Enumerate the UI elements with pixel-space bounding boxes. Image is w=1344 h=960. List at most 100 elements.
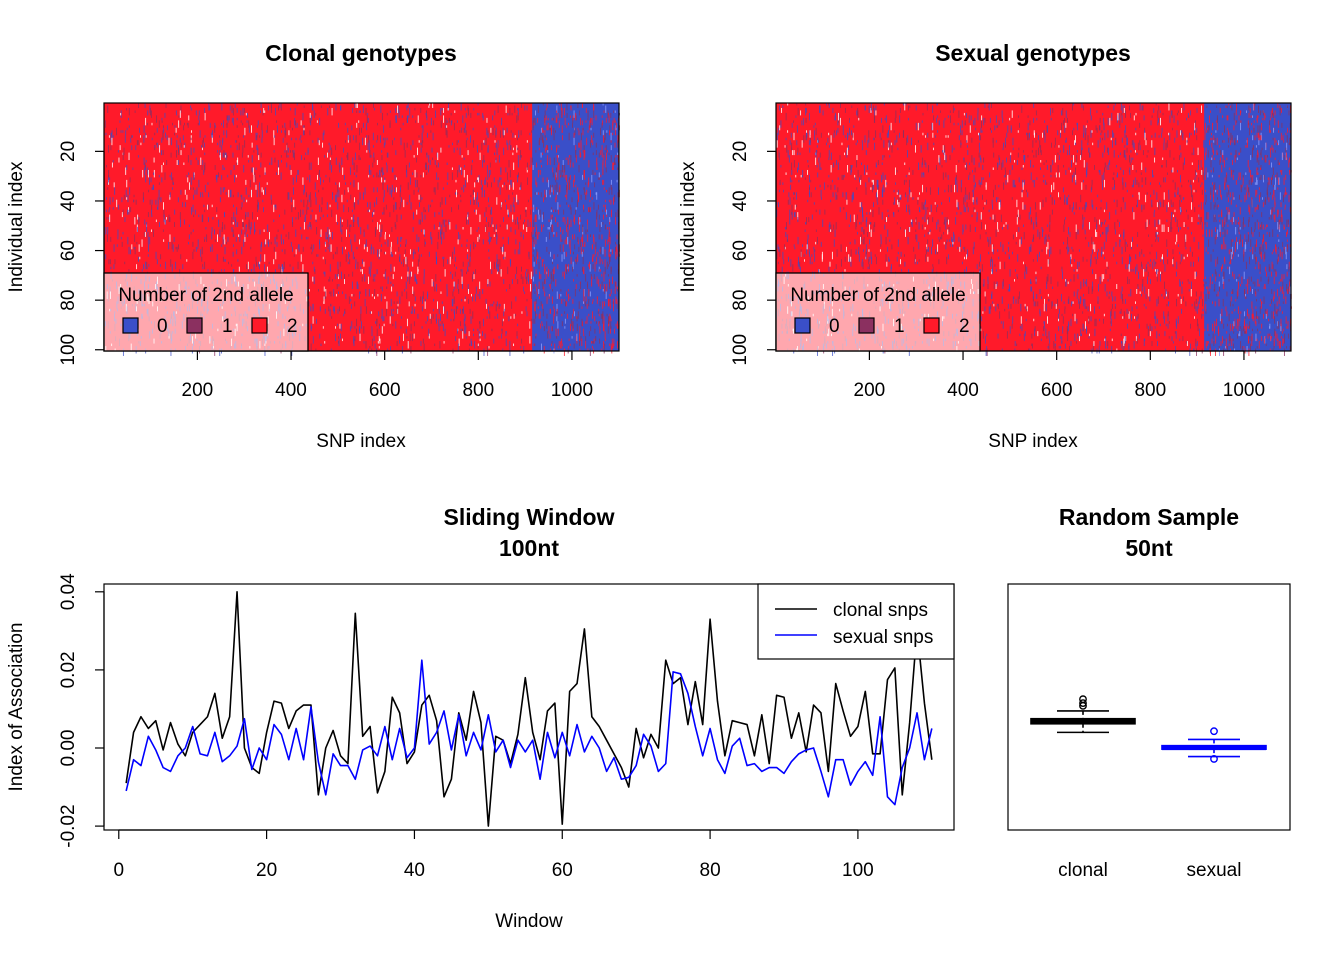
heatmap-cell <box>168 241 170 250</box>
heatmap-cell <box>863 249 865 252</box>
heatmap-cell <box>160 197 162 203</box>
heatmap-cell <box>534 343 536 347</box>
heatmap-cell <box>1203 279 1205 282</box>
heatmap-cell <box>341 338 343 342</box>
heatmap-cell <box>339 323 341 329</box>
heatmap-cell <box>1149 264 1151 267</box>
heatmap-cell <box>365 107 367 116</box>
heatmap-cell <box>612 162 614 170</box>
heatmap-cell <box>987 284 989 289</box>
heatmap-cell <box>532 276 534 282</box>
heatmap-cell <box>479 338 481 342</box>
heatmap-cell <box>575 155 577 163</box>
heatmap-cell <box>582 224 584 232</box>
heatmap-cell <box>1043 130 1045 136</box>
heatmap-cell <box>503 279 505 285</box>
heatmap-cell <box>1133 341 1135 349</box>
heatmap-cell <box>1172 256 1174 262</box>
heatmap-cell <box>497 264 499 272</box>
heatmap-cell <box>157 204 159 210</box>
heatmap-cell <box>603 110 605 113</box>
heatmap-cell <box>549 231 551 240</box>
heatmap-cell <box>512 152 514 156</box>
heatmap-cell <box>517 107 519 111</box>
heatmap-cell <box>938 239 940 242</box>
heatmap-cell <box>283 239 284 245</box>
heatmap-cell <box>441 321 443 324</box>
heatmap-cell <box>1172 214 1174 218</box>
heatmap-cell <box>528 251 530 260</box>
heatmap-cell <box>174 132 175 136</box>
heatmap-cell <box>841 142 843 146</box>
heatmap-cell <box>431 236 433 245</box>
heatmap-cell <box>581 239 583 247</box>
heatmap-cell <box>232 229 234 237</box>
heatmap-cell <box>219 140 221 148</box>
heatmap-cell <box>896 192 898 195</box>
heatmap-cell <box>546 177 548 183</box>
heatmap-cell <box>479 214 481 223</box>
heatmap-cell <box>327 214 328 218</box>
heatmap-cell <box>1147 150 1149 153</box>
heatmap-cell <box>1195 338 1197 347</box>
heatmap-cell <box>1190 132 1192 136</box>
heatmap-cell <box>400 244 402 247</box>
heatmap-cell <box>1124 130 1126 133</box>
heatmap-cell <box>421 326 423 329</box>
heatmap-cell <box>1104 256 1105 260</box>
heatmap-cell <box>1009 269 1011 277</box>
heatmap-cell <box>341 246 343 255</box>
heatmap-cell <box>382 316 384 322</box>
heatmap-cell <box>281 160 282 163</box>
heatmap-cell <box>206 204 208 210</box>
heatmap-cell <box>955 174 957 180</box>
heatmap-cell <box>615 130 616 136</box>
heatmap-cell <box>535 110 536 116</box>
heatmap-cell <box>284 209 286 215</box>
heatmap-cell <box>561 321 563 327</box>
heatmap-cell <box>353 336 355 344</box>
heatmap-cell <box>360 266 362 270</box>
heatmap-cell <box>837 187 839 193</box>
heatmap-cell <box>1058 313 1060 322</box>
heatmap-cell <box>465 336 467 339</box>
heatmap-cell <box>224 246 226 255</box>
heatmap-cell <box>309 174 311 183</box>
heatmap-cell <box>347 127 349 133</box>
heatmap-cell <box>588 289 590 297</box>
heatmap-cell <box>128 246 130 255</box>
heatmap-cell <box>475 244 476 247</box>
heatmap-cell <box>396 115 397 123</box>
heatmap-cell <box>1172 259 1174 265</box>
heatmap-cell <box>369 311 371 314</box>
heatmap-cell <box>611 276 613 285</box>
heatmap-cell <box>469 308 471 314</box>
heatmap-cell <box>120 110 122 118</box>
heatmap-cell <box>257 147 259 156</box>
heatmap-cell <box>162 150 164 156</box>
heatmap-cell <box>503 147 505 156</box>
heatmap-cell <box>1088 286 1090 294</box>
heatmap-cell <box>560 293 562 297</box>
heatmap-cell <box>790 184 792 190</box>
heatmap-cell <box>1027 115 1029 118</box>
heatmap-cell <box>486 117 488 123</box>
heatmap-cell <box>379 224 381 232</box>
heatmap-cell <box>915 145 916 153</box>
heatmap-cell <box>473 241 475 250</box>
heatmap-cell <box>591 341 593 344</box>
heatmap-cell <box>917 199 919 205</box>
heatmap-cell <box>307 207 309 210</box>
heatmap-cell <box>460 167 462 170</box>
heatmap-cell <box>514 229 516 235</box>
heatmap-cell <box>862 142 864 151</box>
heatmap-cell <box>496 197 498 205</box>
heatmap-cell <box>963 246 964 250</box>
heatmap-cell <box>514 249 516 255</box>
heatmap-cell <box>406 142 408 148</box>
heatmap-cell <box>475 269 477 275</box>
heatmap-cell <box>476 229 478 232</box>
heatmap-cell <box>569 155 571 158</box>
heatmap-cell <box>988 209 990 213</box>
